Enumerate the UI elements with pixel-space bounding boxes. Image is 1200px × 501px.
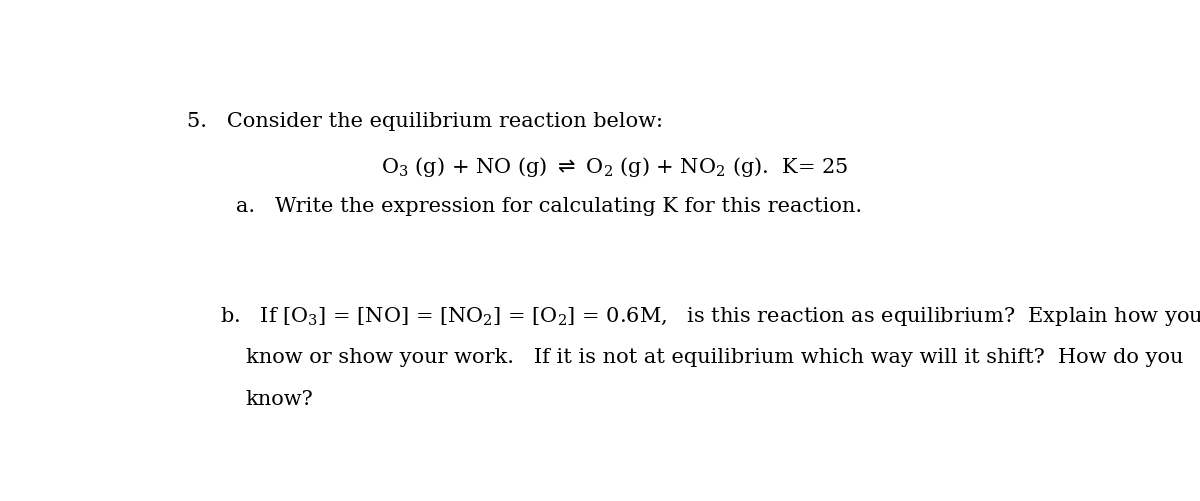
Text: know?: know? (246, 390, 313, 409)
Text: 5.   Consider the equilibrium reaction below:: 5. Consider the equilibrium reaction bel… (187, 112, 664, 131)
Text: know or show your work.   If it is not at equilibrium which way will it shift?  : know or show your work. If it is not at … (246, 348, 1183, 367)
Text: $\mathdefault{O_3}$ (g) + NO (g) $\rightleftharpoons$ $\mathdefault{O_2}$ (g) + : $\mathdefault{O_3}$ (g) + NO (g) $\right… (382, 155, 848, 179)
Text: a.   Write the expression for calculating K for this reaction.: a. Write the expression for calculating … (235, 197, 862, 216)
Text: b.   If $\mathdefault{[O_3]}$ = [NO] = $\mathdefault{[NO_2]}$ = $\mathdefault{[O: b. If $\mathdefault{[O_3]}$ = [NO] = $\m… (220, 305, 1200, 328)
